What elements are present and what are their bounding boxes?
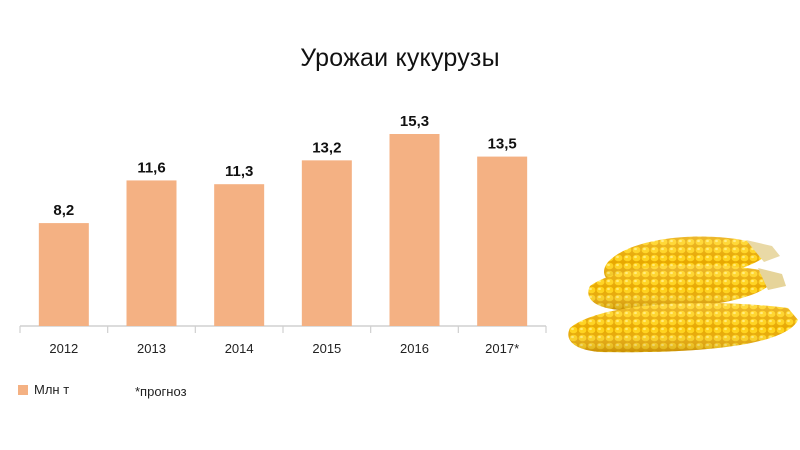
data-label: 13,2 (312, 139, 341, 156)
legend: Млн т (18, 382, 69, 397)
bar-2017* (477, 156, 528, 326)
data-label: 11,3 (225, 163, 253, 180)
data-label: 8,2 (53, 202, 74, 219)
bar-2012 (38, 223, 89, 326)
bar-2013 (126, 180, 177, 326)
x-tick-label: 2014 (225, 341, 254, 356)
bar-2015 (301, 160, 352, 326)
x-tick-label: 2016 (400, 341, 429, 356)
legend-label: Млн т (34, 382, 70, 397)
forecast-footnote: *прогноз (135, 384, 187, 399)
corn-cob-front (568, 302, 798, 353)
data-label: 11,6 (137, 159, 165, 176)
x-tick-label: 2015 (312, 341, 341, 356)
bar-2016 (389, 134, 440, 326)
data-label: 13,5 (488, 136, 517, 153)
corn-cobs-image (568, 236, 798, 353)
data-label: 15,3 (400, 113, 429, 130)
x-tick-label: 2012 (49, 341, 78, 356)
x-tick-label: 2017* (485, 341, 519, 356)
chart-title: Урожаи кукурузы (300, 44, 500, 72)
corn-cob-middle (588, 264, 786, 310)
x-tick-label: 2013 (137, 341, 166, 356)
legend-swatch (18, 384, 28, 395)
bar-2014 (214, 184, 265, 326)
